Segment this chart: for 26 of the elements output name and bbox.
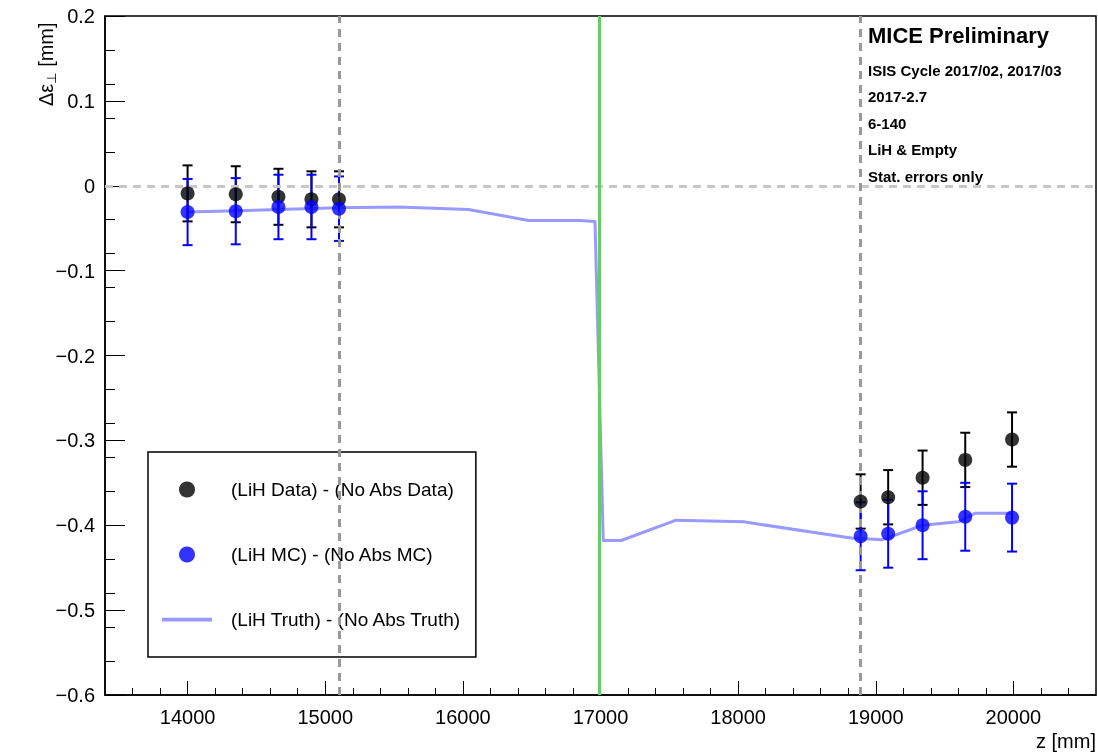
y-tick-label: −0.2: [55, 344, 95, 367]
x-tick-label: 20000: [985, 706, 1042, 728]
annotation: Stat. errors only: [868, 167, 984, 185]
y-tick-label: 0.1: [67, 89, 95, 112]
x-axis-title: z [mm]: [1036, 730, 1096, 752]
annotation: 2017-2.7: [868, 88, 928, 105]
y-tick-label: −0.1: [55, 259, 95, 282]
annotation: 6-140: [868, 114, 907, 132]
y-tick-label: −0.5: [55, 599, 95, 622]
x-tick-label: 16000: [435, 706, 491, 728]
annotation: MICE Preliminary: [868, 22, 1050, 48]
y-tick-label: −0.3: [55, 429, 95, 452]
annotation: ISIS Cycle 2017/02, 2017/03: [868, 61, 1062, 79]
legend-label: (LiH Data) - (No Abs Data): [231, 479, 454, 500]
x-tick-label: 15000: [297, 706, 354, 728]
x-tick-label: 14000: [159, 706, 216, 728]
legend-label: (LiH MC) - (No Abs MC): [231, 544, 433, 565]
annotation: LiH & Empty: [868, 141, 958, 158]
x-tick-label: 18000: [710, 706, 766, 728]
y-tick-label: 0: [83, 174, 95, 197]
y-tick-label: −0.6: [55, 684, 95, 706]
x-tick-label: 17000: [572, 706, 629, 728]
y-tick-label: 0.2: [67, 5, 95, 27]
y-tick-label: −0.4: [55, 514, 95, 537]
x-tick-label: 19000: [847, 706, 904, 728]
y-axis-title: Δε⊥ [mm]: [35, 22, 59, 106]
